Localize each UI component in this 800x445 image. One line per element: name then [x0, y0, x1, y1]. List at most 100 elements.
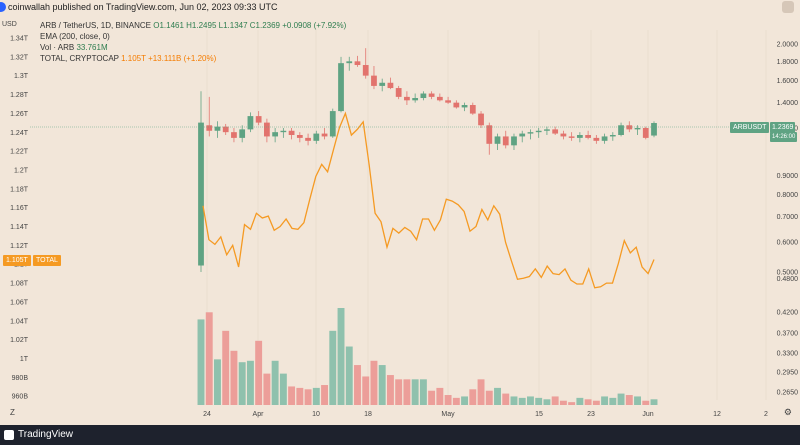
- footer-bar: TradingView: [0, 425, 800, 445]
- left-tick-label: 1.16T: [10, 205, 29, 212]
- right-tick-label: 0.3300: [777, 351, 799, 358]
- volume-bar: [329, 330, 337, 405]
- chart-legend: ARB / TetherUS, 1D, BINANCE O1.1461 H1.2…: [40, 20, 346, 64]
- candle: [618, 125, 624, 135]
- candle: [395, 88, 402, 97]
- volume-bar: [386, 375, 394, 405]
- grid: [206, 30, 767, 400]
- left-axis: USD 1.34T 1.32T 1.3T 1.28T 1.26T 1.24T 1.22T 1.2…: [2, 21, 29, 401]
- volume-bar: [304, 389, 312, 405]
- left-axis-unit: USD: [2, 21, 17, 28]
- right-tick-label: 0.2650: [777, 390, 799, 397]
- published-text: coinwallah published on TradingView.com,…: [8, 2, 278, 12]
- last-price-tag: 1.2369: [770, 122, 796, 133]
- candle: [634, 128, 641, 130]
- candle: [535, 130, 542, 133]
- right-tick-label: 2.0000: [777, 42, 799, 49]
- legend-symbol-row[interactable]: ARB / TetherUS, 1D, BINANCE O1.1461 H1.2…: [40, 20, 346, 31]
- total-label-tag: TOTAL: [33, 255, 61, 266]
- left-tick-label: 1.06T: [10, 299, 29, 306]
- candle: [436, 96, 443, 101]
- left-tick-label: 1.02T: [10, 337, 29, 344]
- x-tick-label: 18: [364, 411, 372, 418]
- candle: [272, 132, 279, 137]
- right-tick-label: 1.8000: [777, 59, 799, 66]
- volume-bar: [444, 395, 452, 405]
- right-tick-label: 1.4000: [777, 100, 799, 107]
- left-tick-label: 980B: [12, 375, 29, 382]
- volume-bar: [592, 400, 600, 405]
- legend-ema[interactable]: EMA (200, close, 0): [40, 32, 110, 41]
- countdown-tag: 14:26:00: [770, 132, 798, 142]
- volume-bar: [288, 386, 296, 405]
- volume-bar: [584, 399, 592, 405]
- candle: [519, 133, 526, 137]
- left-tick-label: 1.28T: [10, 92, 29, 99]
- volume-bar: [502, 393, 510, 405]
- left-tick-label: 1.34T: [10, 36, 29, 43]
- candle: [502, 136, 509, 146]
- legend-volume[interactable]: Vol · ARB 33.761M: [40, 42, 346, 53]
- x-tick-label: 2: [764, 411, 768, 418]
- volume-bar: [469, 389, 477, 405]
- right-tick-label: 1.6000: [777, 78, 799, 85]
- volume-bar: [312, 387, 320, 405]
- ohlc-values: O1.1461 H1.2495 L1.1347 C1.2369 +0.0908 …: [153, 21, 347, 30]
- share-icon[interactable]: [782, 1, 794, 13]
- right-tick-label: 0.2950: [777, 370, 799, 377]
- volume-bar: [543, 399, 551, 405]
- right-tick-label: 0.7000: [777, 214, 799, 221]
- volume-bar: [576, 397, 584, 405]
- symbol-tag: ARBUSDT: [730, 122, 770, 133]
- candle: [568, 136, 575, 138]
- x-tick-label: 15: [535, 411, 543, 418]
- volume-bar: [197, 319, 205, 405]
- candle: [206, 125, 213, 131]
- zoom-icon[interactable]: Z: [10, 408, 15, 417]
- volume-bar: [551, 396, 559, 405]
- candle: [560, 133, 567, 137]
- left-tick-label: 1.22T: [10, 149, 29, 156]
- candle: [338, 63, 344, 112]
- candle: [198, 122, 204, 266]
- candle: [469, 105, 476, 114]
- volume-bar: [279, 373, 287, 405]
- right-tick-label: 0.5000: [777, 269, 799, 276]
- right-tick-label: 0.4200: [777, 310, 799, 317]
- volume-bar: [494, 387, 501, 405]
- candle: [494, 136, 501, 144]
- price-chart[interactable]: USD 1.34T 1.32T 1.3T 1.28T 1.26T 1.24T 1.22T 1.2…: [0, 15, 800, 425]
- volume-bar: [337, 308, 345, 405]
- candle: [486, 125, 493, 144]
- volume-bar: [238, 362, 246, 405]
- x-tick-label: 24: [203, 411, 211, 418]
- gear-icon[interactable]: ⚙: [783, 407, 792, 417]
- candle: [585, 134, 591, 138]
- volume-bar: [263, 373, 271, 405]
- volume-bar: [625, 395, 633, 405]
- volume-bar: [568, 402, 576, 405]
- x-tick-label: 23: [587, 411, 595, 418]
- candle: [461, 105, 468, 108]
- volume-bar: [403, 379, 411, 405]
- left-tick-label: 1.18T: [10, 186, 29, 193]
- candle: [576, 134, 583, 138]
- candle: [239, 129, 246, 138]
- total-value: 1.105T +13.111B (+1.20%): [121, 54, 217, 63]
- right-tick-label: 0.8000: [777, 192, 799, 199]
- volume-bar: [601, 396, 609, 405]
- left-tick-label: 1.08T: [10, 281, 29, 288]
- candle: [626, 125, 633, 130]
- candle: [354, 61, 361, 66]
- volume-bar: [411, 379, 419, 405]
- candle: [420, 93, 427, 99]
- brand-name[interactable]: TradingView: [18, 429, 74, 440]
- total-value-tag: 1.105T: [3, 255, 31, 266]
- publish-header: coinwallah published on TradingView.com,…: [0, 0, 800, 15]
- candle: [387, 82, 394, 89]
- candle: [214, 126, 221, 131]
- left-tick-label: 1.12T: [10, 243, 29, 250]
- candles: [198, 48, 657, 272]
- candle: [247, 116, 254, 130]
- legend-total[interactable]: TOTAL, CRYPTOCAP 1.105T +13.111B (+1.20%…: [40, 53, 346, 64]
